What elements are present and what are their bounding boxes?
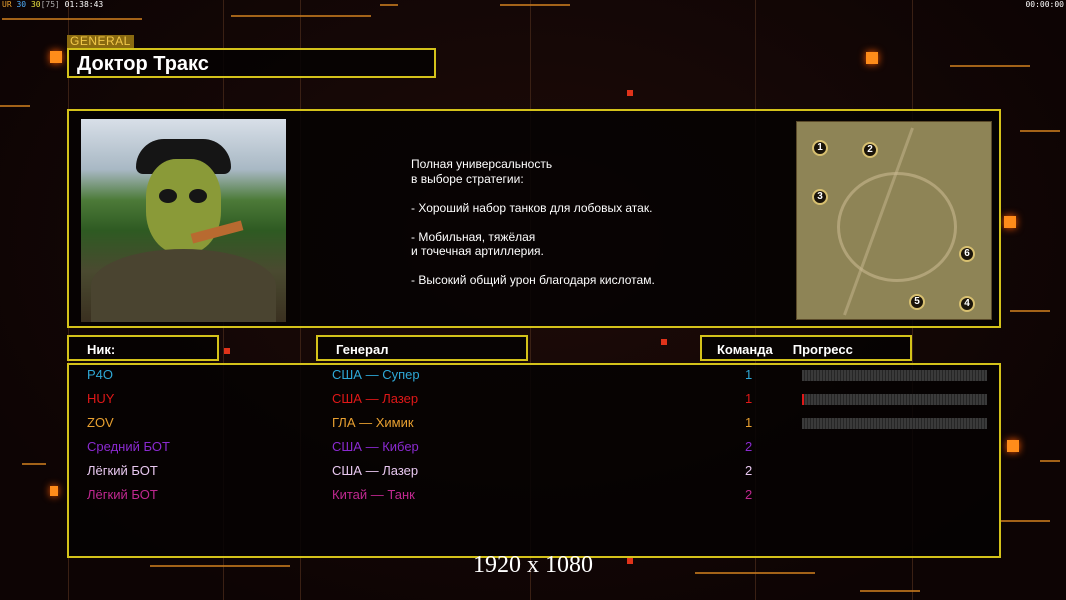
- map-preview: 1 2 3 4 5 6: [796, 121, 992, 320]
- player-progress-bar: [802, 418, 987, 429]
- player-nick: ZOV: [87, 415, 114, 430]
- player-nick: Средний БОТ: [87, 439, 170, 454]
- player-progress-bar: [802, 394, 987, 405]
- player-nick: HUY: [87, 391, 115, 406]
- player-team: 2: [745, 487, 753, 502]
- player-team: 1: [745, 415, 753, 430]
- player-progress-bar: [802, 370, 987, 381]
- player-team: 1: [745, 391, 753, 406]
- player-general: ГЛА — Химик: [332, 415, 414, 430]
- player-general: США — Лазер: [332, 463, 419, 478]
- player-general: США — Лазер: [332, 391, 419, 406]
- general-info-panel: Полная универсальность в выборе стратеги…: [67, 109, 1001, 328]
- map-slot: 2: [862, 142, 878, 158]
- player-team: 2: [745, 463, 753, 478]
- player-nick: Лёгкий БОТ: [87, 487, 158, 502]
- player-general: США — Кибер: [332, 439, 419, 454]
- map-slot: 3: [812, 189, 828, 205]
- map-slot: 4: [959, 296, 975, 312]
- player-team: 1: [745, 367, 753, 382]
- resolution-label: 1920 x 1080: [473, 552, 593, 578]
- column-nick: Ник:: [67, 335, 219, 361]
- player-nick: Лёгкий БОТ: [87, 463, 158, 478]
- hud-stats: UR 30 30[75] 01:38:43: [2, 0, 104, 9]
- player-nick: P4O: [87, 367, 114, 382]
- progress-fill: [802, 394, 804, 405]
- column-general: Генерал: [316, 335, 528, 361]
- map-slot: 6: [959, 246, 975, 262]
- general-tag: GENERAL: [67, 35, 134, 48]
- hud-timer: 00:00:00: [1025, 0, 1064, 9]
- map-slot: 1: [812, 140, 828, 156]
- map-slot: 5: [909, 294, 925, 310]
- player-team: 2: [745, 439, 753, 454]
- player-list: P4O США — Супер 1 HUY США — Лазер 1 ZOV ГЛА — Х…: [67, 363, 1001, 558]
- general-title: Доктор Тракс: [67, 48, 436, 78]
- column-team-progress: Команда Прогресс: [700, 335, 912, 361]
- general-portrait: [81, 119, 286, 322]
- player-general: США — Супер: [332, 367, 420, 382]
- general-description: Полная универсальность в выборе стратеги…: [411, 157, 655, 287]
- player-general: Китай — Танк: [332, 487, 415, 502]
